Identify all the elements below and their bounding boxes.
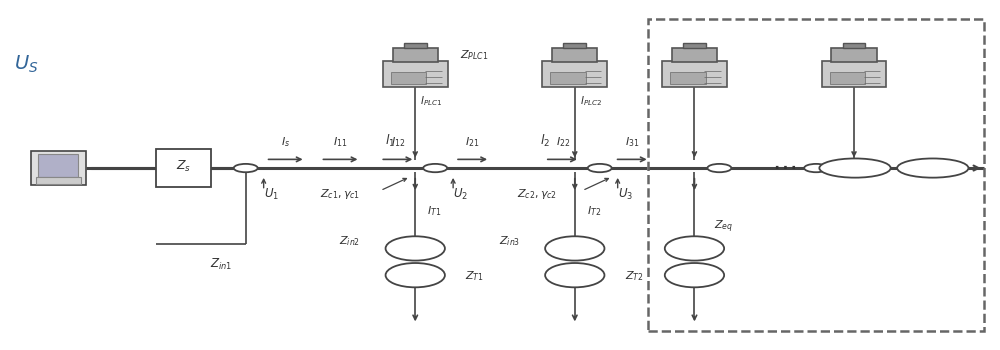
- Text: $U_3$: $U_3$: [618, 187, 633, 202]
- Text: $I_{T1}$: $I_{T1}$: [427, 204, 441, 218]
- Text: $l_2$: $l_2$: [540, 133, 550, 149]
- Text: $I_{22}$: $I_{22}$: [556, 135, 570, 149]
- Bar: [672, 48, 717, 62]
- Ellipse shape: [819, 159, 891, 178]
- Text: $I_{31}$: $I_{31}$: [625, 135, 640, 149]
- Text: $Z_{in1}$: $Z_{in1}$: [210, 257, 232, 272]
- Ellipse shape: [897, 159, 968, 178]
- Text: $l_1$: $l_1$: [385, 133, 395, 149]
- Circle shape: [804, 164, 828, 172]
- Text: $\cdots$: $\cdots$: [772, 154, 796, 178]
- Ellipse shape: [665, 236, 724, 261]
- Text: $I_{PLC1}$: $I_{PLC1}$: [420, 94, 443, 108]
- Text: $I_{T2}$: $I_{T2}$: [587, 204, 601, 218]
- Circle shape: [588, 164, 612, 172]
- Bar: [31, 151, 86, 186]
- Text: $Z_{c1}, \gamma_{c1}$: $Z_{c1}, \gamma_{c1}$: [320, 187, 361, 201]
- Ellipse shape: [386, 236, 445, 261]
- Bar: [38, 154, 78, 177]
- Bar: [662, 61, 727, 88]
- Ellipse shape: [545, 263, 604, 287]
- Bar: [830, 72, 865, 84]
- Circle shape: [234, 164, 258, 172]
- Bar: [383, 61, 448, 88]
- Bar: [683, 43, 706, 48]
- Bar: [843, 43, 865, 48]
- Bar: [156, 149, 211, 187]
- Text: $U_S$: $U_S$: [14, 53, 39, 75]
- Ellipse shape: [545, 236, 604, 261]
- Text: $Z_{eq}$: $Z_{eq}$: [714, 219, 734, 235]
- Bar: [552, 48, 597, 62]
- Ellipse shape: [665, 263, 724, 287]
- Text: $Z_{c2}, \gamma_{c2}$: $Z_{c2}, \gamma_{c2}$: [517, 187, 557, 201]
- Text: $I_{21}$: $I_{21}$: [465, 135, 479, 149]
- Bar: [404, 43, 427, 48]
- Bar: [542, 61, 607, 88]
- Bar: [822, 61, 886, 88]
- Text: $Z_s$: $Z_s$: [176, 159, 191, 174]
- Text: $Z_{T2}$: $Z_{T2}$: [625, 269, 643, 282]
- Text: $Z_{PLC1}$: $Z_{PLC1}$: [460, 48, 489, 62]
- Bar: [563, 43, 586, 48]
- Text: $Z_{PLC2}$: $Z_{PLC2}$: [570, 48, 598, 62]
- Text: $Z_{in3}$: $Z_{in3}$: [499, 234, 520, 248]
- Text: $I_{12}$: $I_{12}$: [391, 135, 405, 149]
- Bar: [831, 48, 877, 62]
- Text: $Z_{in2}$: $Z_{in2}$: [339, 234, 360, 248]
- Ellipse shape: [386, 263, 445, 287]
- Circle shape: [423, 164, 447, 172]
- Circle shape: [707, 164, 731, 172]
- Bar: [550, 72, 586, 84]
- Text: $U_2$: $U_2$: [453, 187, 468, 202]
- Text: $I_s$: $I_s$: [281, 135, 290, 149]
- Text: $Z_{T1}$: $Z_{T1}$: [465, 269, 484, 282]
- Bar: [36, 177, 81, 184]
- Bar: [391, 72, 426, 84]
- Bar: [393, 48, 438, 62]
- Text: $I_{11}$: $I_{11}$: [333, 135, 348, 149]
- Text: $I_{PLC2}$: $I_{PLC2}$: [580, 94, 602, 108]
- Bar: [670, 72, 706, 84]
- Text: $U_1$: $U_1$: [264, 187, 279, 202]
